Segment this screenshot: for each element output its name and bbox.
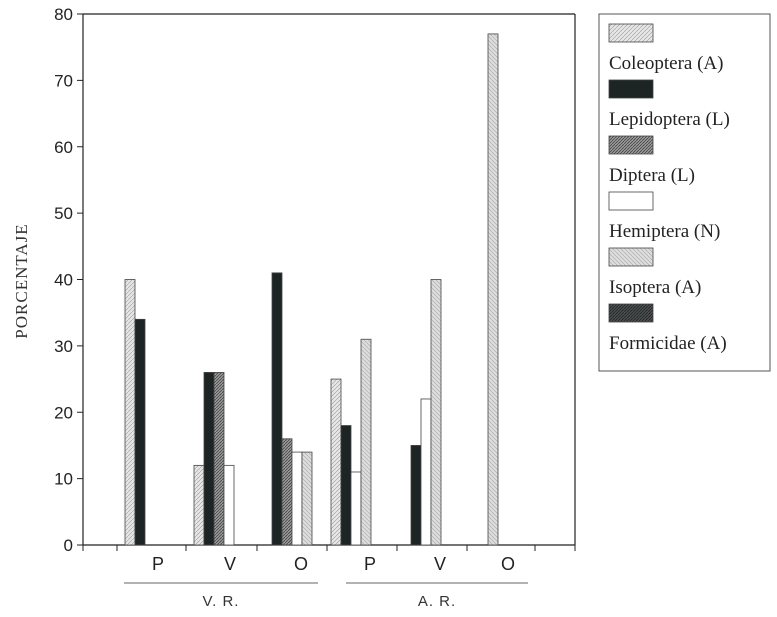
bar-hemiptera-n-2 <box>291 451 303 546</box>
x-tick-label: P <box>152 554 164 574</box>
legend: Coleoptera (A) Lepidoptera (L) Diptera (L)… <box>598 13 771 372</box>
bar-isoptera-a-2 <box>301 451 313 546</box>
bars <box>124 33 499 546</box>
plot-area <box>82 13 576 546</box>
legend-swatch <box>608 23 654 43</box>
bar-coleoptera-a-0 <box>124 279 136 546</box>
legend-swatch <box>608 303 654 323</box>
y-axis-ticks: 0 10 20 30 40 50 60 70 80 <box>54 5 83 555</box>
bar-diptera-l-2 <box>281 438 293 546</box>
legend-swatch <box>608 191 654 211</box>
x-tick-label: V <box>434 554 446 574</box>
x-tick-label: O <box>501 554 515 574</box>
bar-isoptera-a-4 <box>430 279 442 546</box>
group-label: V. R. <box>203 593 240 610</box>
bar-lepidoptera-l-0 <box>134 318 146 546</box>
group-label: A. R. <box>418 593 456 610</box>
bar-diptera-l-1 <box>213 372 225 546</box>
bar-lepidoptera-l-4 <box>410 445 422 546</box>
legend-swatch <box>608 79 654 99</box>
y-tick-label: 20 <box>54 403 73 422</box>
y-tick-label: 30 <box>54 337 73 356</box>
bar-hemiptera-n-4 <box>420 398 432 546</box>
legend-label: Isoptera (A) <box>609 277 701 298</box>
y-tick-label: 10 <box>54 470 73 489</box>
bar-isoptera-a-5 <box>487 33 499 546</box>
bar-lepidoptera-l-2 <box>271 272 283 546</box>
legend-label: Diptera (L) <box>609 165 695 186</box>
bar-coleoptera-a-1 <box>193 464 205 546</box>
bar-isoptera-a-3 <box>360 338 372 546</box>
y-axis-label: PORCENTAJE <box>12 223 31 338</box>
bar-lepidoptera-l-1 <box>203 372 215 546</box>
legend-swatch <box>608 135 654 155</box>
legend-label: Lepidoptera (L) <box>609 109 730 130</box>
x-tick-label: V <box>224 554 236 574</box>
y-tick-label: 40 <box>54 271 73 290</box>
y-tick-label: 0 <box>64 536 73 555</box>
legend-label: Hemiptera (N) <box>609 221 720 242</box>
x-tick-label: P <box>364 554 376 574</box>
y-tick-label: 50 <box>54 204 73 223</box>
y-tick-label: 80 <box>54 5 73 24</box>
y-tick-label: 70 <box>54 71 73 90</box>
legend-swatch <box>608 247 654 267</box>
legend-label: Formicidae (A) <box>609 333 727 354</box>
legend-label: Coleoptera (A) <box>609 53 723 74</box>
y-tick-label: 60 <box>54 138 73 157</box>
bar-lepidoptera-l-3 <box>340 425 352 546</box>
group-labels: V. R. A. R. <box>124 582 528 610</box>
x-tick-label: O <box>294 554 308 574</box>
bar-hemiptera-n-3 <box>350 471 362 546</box>
bar-hemiptera-n-1 <box>223 464 235 546</box>
bar-coleoptera-a-3 <box>330 378 342 546</box>
